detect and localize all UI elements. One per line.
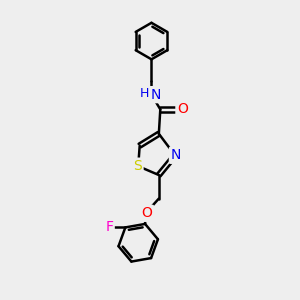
Text: N: N <box>170 148 181 162</box>
Text: F: F <box>105 220 113 234</box>
Text: H: H <box>140 87 149 100</box>
Text: O: O <box>142 206 152 220</box>
Text: N: N <box>151 88 161 102</box>
Text: O: O <box>177 102 188 116</box>
Text: S: S <box>133 159 142 173</box>
